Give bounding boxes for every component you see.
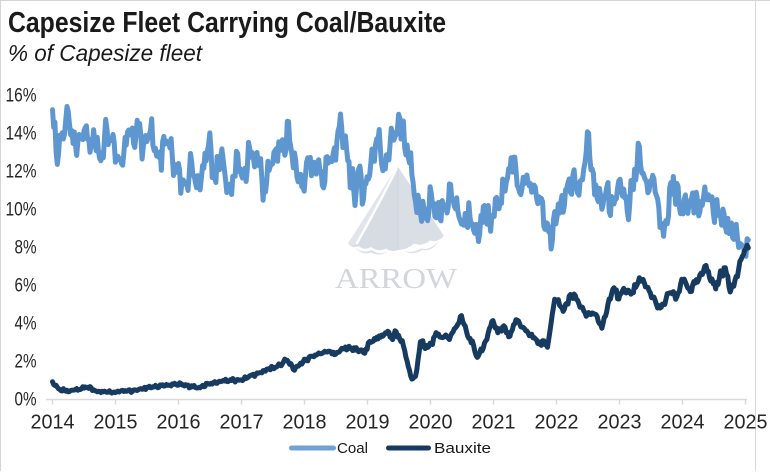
svg-text:2016: 2016 xyxy=(157,412,201,434)
svg-text:% of Capesize fleet: % of Capesize fleet xyxy=(8,40,204,66)
svg-text:2020: 2020 xyxy=(409,412,453,434)
svg-text:4%: 4% xyxy=(15,314,37,335)
svg-text:16%: 16% xyxy=(6,86,37,107)
svg-text:2014: 2014 xyxy=(31,412,75,434)
svg-text:2024: 2024 xyxy=(661,412,705,434)
svg-text:6%: 6% xyxy=(15,276,37,297)
svg-text:2018: 2018 xyxy=(283,412,327,434)
svg-text:2017: 2017 xyxy=(220,412,264,434)
svg-text:2025: 2025 xyxy=(724,412,768,434)
svg-text:2021: 2021 xyxy=(472,412,516,434)
svg-text:8%: 8% xyxy=(15,238,37,259)
svg-text:2022: 2022 xyxy=(535,412,579,434)
svg-text:2015: 2015 xyxy=(94,412,138,434)
svg-text:Capesize Fleet Carrying Coal/B: Capesize Fleet Carrying Coal/Bauxite xyxy=(8,7,446,39)
svg-text:14%: 14% xyxy=(6,124,37,145)
svg-text:ARROW: ARROW xyxy=(335,263,458,295)
svg-text:Bauxite: Bauxite xyxy=(434,440,491,457)
svg-text:Coal: Coal xyxy=(337,440,368,457)
svg-text:2%: 2% xyxy=(15,352,37,373)
svg-text:0%: 0% xyxy=(15,390,37,411)
svg-text:2019: 2019 xyxy=(346,412,390,434)
svg-text:10%: 10% xyxy=(6,200,37,221)
svg-text:12%: 12% xyxy=(6,162,37,183)
svg-text:2023: 2023 xyxy=(598,412,642,434)
